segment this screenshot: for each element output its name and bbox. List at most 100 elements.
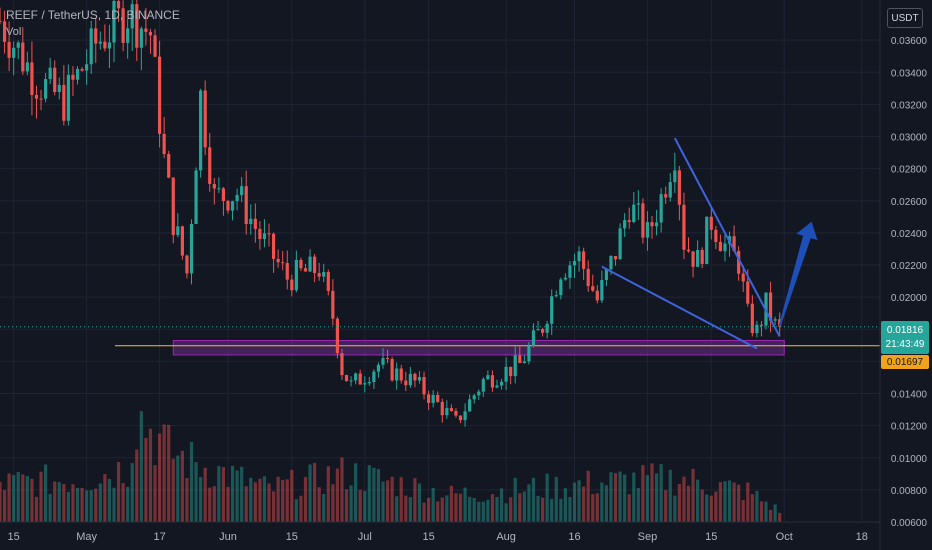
y-tick-label: 0.01200	[891, 422, 928, 433]
x-tick-label: 18	[856, 531, 868, 543]
volume-bar	[75, 487, 80, 522]
volume-bar	[714, 491, 718, 522]
candle-body	[650, 222, 654, 227]
candle-body	[468, 399, 472, 412]
volume-bar	[349, 485, 353, 522]
candle-body	[445, 408, 449, 416]
volume-bar	[509, 497, 513, 522]
candle-body	[230, 201, 235, 211]
candle-body	[240, 186, 244, 196]
x-tick-label: 17	[153, 531, 165, 543]
candle-body	[718, 241, 723, 252]
candle-body	[436, 394, 440, 402]
candle-body	[203, 90, 207, 148]
candle-body	[531, 330, 536, 347]
volume-bar	[759, 501, 764, 522]
candle-body	[53, 67, 57, 93]
candle-body	[217, 188, 221, 190]
candle-body	[677, 170, 681, 205]
volume-bar	[613, 473, 618, 522]
y-tick-label: 0.03600	[891, 36, 928, 47]
volume-bar	[486, 499, 490, 522]
candle-body	[39, 98, 43, 100]
volume-bar	[540, 497, 545, 522]
volume-bar	[623, 474, 627, 522]
volume-bar	[741, 500, 745, 522]
trendline	[601, 265, 758, 350]
currency-button[interactable]: USDT	[887, 8, 923, 28]
volume-bar	[477, 501, 481, 522]
candle-body	[746, 281, 750, 304]
support-level-tag: 0.01697	[881, 355, 929, 369]
last-price-tag: 0.01816 21:43:49	[881, 321, 929, 354]
candle-body	[714, 229, 718, 242]
candle-body	[167, 154, 171, 178]
candle-body	[613, 256, 618, 260]
volume-bar	[71, 484, 75, 522]
volume-bar	[604, 485, 609, 522]
candle-body	[550, 296, 554, 324]
volume-bar	[53, 481, 57, 522]
volume-bar	[522, 491, 526, 522]
volume-bar	[235, 470, 239, 522]
volume-bar	[326, 466, 330, 522]
candle-body	[673, 170, 677, 183]
candle-body	[395, 368, 399, 381]
volume-bar	[531, 477, 536, 522]
candle-body	[600, 279, 604, 301]
volume-bar	[281, 479, 285, 522]
candle-body	[463, 411, 467, 421]
candle-body	[199, 90, 203, 171]
volume-bar	[126, 486, 130, 522]
candle-body	[194, 170, 198, 224]
volume-bar	[253, 482, 257, 522]
candle-body	[25, 62, 29, 72]
candle-body	[276, 258, 280, 263]
volume-bar	[16, 471, 20, 522]
volume-bar	[390, 476, 394, 522]
candle-body	[632, 204, 636, 223]
candle-body	[682, 204, 686, 250]
candle-body	[559, 279, 563, 296]
volume-bar	[171, 458, 175, 522]
volume-bar	[354, 463, 358, 522]
volume-bar	[627, 494, 631, 522]
candle-body	[66, 74, 70, 121]
symbol-title: REEF / TetherUS, 1D, BINANCE	[6, 8, 180, 22]
volume-bar	[768, 509, 773, 522]
volume-bar	[335, 468, 340, 522]
candle-body	[750, 303, 754, 334]
candle-body	[540, 329, 545, 333]
volume-bar	[112, 487, 116, 522]
candle-body	[98, 41, 102, 44]
volume-bar	[458, 493, 463, 522]
volume-bar	[240, 466, 244, 522]
volume-bar	[632, 472, 636, 522]
volume-bar	[668, 469, 672, 522]
volume-bar	[139, 411, 143, 522]
volume-indicator-label[interactable]: Vol	[6, 26, 22, 38]
time-axis: 15 May 17 Jun 15 Jul 15 Aug 16 Sep 15 Oct 18	[0, 521, 880, 543]
volume-bar	[773, 504, 777, 522]
volume-bar	[34, 496, 39, 522]
x-tick-label: 15	[286, 531, 298, 543]
y-tick-label: 0.02000	[891, 293, 928, 304]
volume-bar	[636, 487, 640, 522]
drawings	[0, 137, 880, 350]
candle-body	[30, 62, 34, 95]
volume-bar	[727, 480, 732, 522]
volume-bar	[344, 489, 349, 522]
candle-body	[495, 385, 499, 388]
candle-body	[326, 272, 330, 291]
volume-bar	[303, 477, 308, 522]
volume-bar	[162, 424, 166, 522]
volume-bar	[490, 494, 495, 522]
candle-body	[472, 395, 476, 400]
volume-bar	[116, 462, 121, 522]
candle-body	[267, 233, 271, 235]
candle-body	[641, 203, 645, 238]
candle-body	[417, 376, 422, 381]
volume-bar	[80, 487, 84, 522]
volume-bar	[176, 455, 180, 522]
